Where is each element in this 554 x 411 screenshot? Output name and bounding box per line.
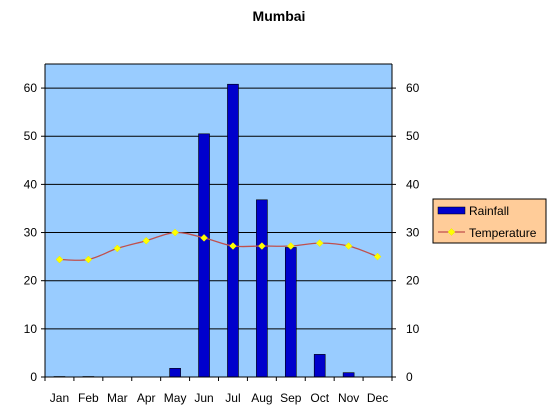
y-tick-label-right: 40 (406, 177, 420, 191)
chart-title: Mumbai (253, 8, 306, 24)
bar-rainfall-may (169, 368, 181, 378)
temperature-point-sep (286, 242, 295, 250)
x-tick-label: Jan (50, 391, 69, 405)
y-axis-right-ticks: 0 10 20 30 40 50 60 (392, 81, 420, 384)
temperature-point-jan (55, 255, 64, 264)
legend-box (432, 198, 547, 244)
legend-swatch-rainfall (437, 206, 466, 215)
y-tick-label-right: 60 (406, 81, 420, 95)
y-tick-label-right: 30 (406, 226, 420, 240)
x-axis-ticks: Jan Feb Mar Apr May Jun Jul Aug Sep Oct Nov Dec (44, 377, 393, 405)
y-tick-label-right: 20 (406, 274, 420, 288)
y-tick-label-left: 30 (24, 226, 38, 240)
x-tick-label: Feb (78, 391, 99, 405)
legend-label-rainfall: Rainfall (469, 204, 509, 218)
x-tick-label: Aug (251, 391, 272, 405)
plot-area (45, 64, 392, 377)
temperature-point-apr (142, 236, 151, 245)
x-tick-label: Oct (310, 391, 329, 405)
bar-rainfall-nov (342, 372, 355, 378)
x-tick-label: Sep (280, 391, 302, 405)
temperature-point-mar (113, 244, 122, 253)
y-axis-left-ticks: 0 10 20 30 40 50 60 (24, 81, 45, 384)
y-tick-label-right: 0 (406, 370, 413, 384)
x-tick-label: Jul (225, 391, 240, 405)
y-tick-label-right: 10 (406, 322, 420, 336)
legend-marker-temperature (447, 228, 456, 236)
temperature-line-layer (55, 228, 382, 264)
x-tick-label: Dec (367, 391, 388, 405)
temperature-point-jun (200, 233, 208, 242)
y-tick-label-left: 0 (30, 370, 37, 384)
y-tick-label-right: 50 (406, 129, 420, 143)
legend: Rainfall Temperature (432, 198, 547, 244)
y-tick-label-left: 20 (24, 274, 38, 288)
y-tick-label-left: 60 (24, 81, 38, 95)
temperature-point-may (171, 228, 179, 237)
temperature-point-oct (315, 239, 324, 247)
temperature-point-jul (229, 242, 237, 250)
legend-label-temperature: Temperature (469, 226, 537, 240)
x-tick-label: Apr (137, 391, 156, 405)
bar-rainfall-jun (198, 133, 210, 378)
bar-rainfall-sep (284, 247, 297, 378)
y-tick-label-left: 10 (24, 322, 38, 336)
y-tick-label-left: 40 (24, 177, 38, 191)
x-tick-label: Nov (338, 391, 359, 405)
grid-lines (45, 87, 392, 330)
bar-rainfall-jul (227, 83, 239, 378)
x-tick-label: Mar (107, 391, 128, 405)
bar-rainfall-oct (313, 354, 326, 378)
x-tick-label: May (164, 391, 187, 405)
temperature-point-dec (373, 252, 382, 261)
temperature-point-aug (258, 242, 266, 250)
y-tick-label-left: 50 (24, 129, 38, 143)
x-tick-label: Jun (194, 391, 213, 405)
temperature-point-feb (84, 255, 93, 264)
temperature-point-nov (344, 242, 353, 250)
bar-rainfall-aug (256, 199, 268, 378)
